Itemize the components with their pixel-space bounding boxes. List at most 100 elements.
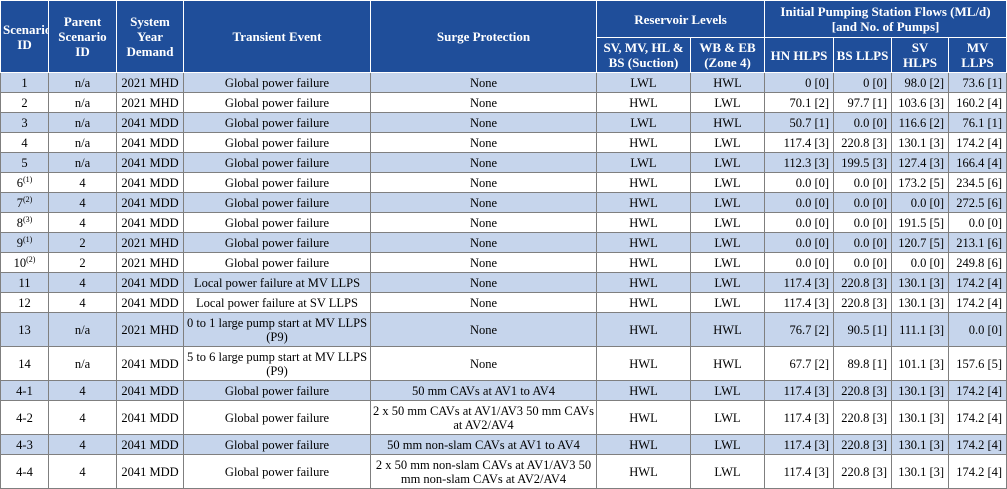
cell-mv-flow: 0.0 [0] [948, 212, 1007, 233]
cell-scenario-id: 11 [0, 272, 49, 293]
cell-parent-id: 4 [48, 172, 117, 193]
cell-surge-protection: 2 x 50 mm CAVs at AV1/AV3 50 mm CAVs at … [370, 400, 597, 435]
cell-scenario-id: 4 [0, 132, 49, 153]
table-row: 13 n/a 2021 MHD 0 to 1 large pump start at … [0, 312, 1007, 347]
header-pumping-flows: Initial Pumping Station Flows (ML/d) [an… [764, 0, 1007, 38]
scenario-id-text: 13 [18, 322, 31, 337]
cell-bs-flow: 220.8 [3] [833, 434, 893, 455]
cell-scenario-id: 1 [0, 72, 49, 93]
cell-mv-flow: 76.1 [1] [948, 112, 1007, 133]
cell-mv-flow: 174.2 [4] [948, 380, 1007, 401]
cell-surge-protection: None [370, 132, 597, 153]
footnote-marker: (2) [26, 254, 36, 264]
table-row: 7(2) 4 2041 MDD Global power failure None HWL… [0, 192, 1007, 213]
cell-transient-event: Local power failure at SV LLPS [183, 292, 371, 313]
cell-bs-flow: 220.8 [3] [833, 400, 893, 435]
cell-res-suction: HWL [596, 454, 691, 489]
cell-res-zone4: LWL [689, 252, 766, 273]
cell-mv-flow: 174.2 [4] [948, 292, 1007, 313]
cell-hn-flow: 50.7 [1] [764, 112, 835, 133]
cell-hn-flow: 117.4 [3] [764, 132, 835, 153]
scenario-id-text: 5 [21, 155, 28, 170]
scenario-id-text: 6 [16, 175, 23, 190]
cell-hn-flow: 67.7 [2] [764, 346, 835, 381]
header-res-zone4: WB & EB (Zone 4) [689, 37, 766, 73]
header-scenario-id: Scenario ID [0, 0, 49, 73]
cell-scenario-id: 9(1) [0, 232, 49, 253]
scenario-id-text: 10 [13, 255, 27, 270]
cell-res-suction: HWL [596, 172, 691, 193]
cell-parent-id: n/a [48, 132, 117, 153]
cell-bs-flow: 0.0 [0] [833, 232, 893, 253]
cell-scenario-id: 12 [0, 292, 49, 313]
cell-res-suction: HWL [596, 92, 691, 113]
cell-scenario-id: 10(2) [0, 252, 49, 273]
cell-scenario-id: 5 [0, 152, 49, 173]
cell-transient-event: Global power failure [183, 92, 371, 113]
cell-demand: 2041 MDD [116, 112, 184, 133]
cell-res-zone4: HWL [689, 346, 766, 381]
cell-mv-flow: 174.2 [4] [948, 272, 1007, 293]
cell-demand: 2041 MDD [116, 152, 184, 173]
cell-hn-flow: 0.0 [0] [764, 252, 835, 273]
cell-transient-event: Global power failure [183, 252, 371, 273]
cell-bs-flow: 0.0 [0] [833, 252, 893, 273]
table-row: 1 n/a 2021 MHD Global power failure None LWL H… [0, 72, 1007, 93]
cell-bs-flow: 90.5 [1] [833, 312, 893, 347]
table-row: 4 n/a 2041 MDD Global power failure None HWL L… [0, 132, 1007, 153]
table-row: 4-1 4 2041 MDD Global power failure 50 mm CA… [0, 380, 1007, 401]
cell-surge-protection: None [370, 272, 597, 293]
cell-hn-flow: 112.3 [3] [764, 152, 835, 173]
cell-surge-protection: None [370, 172, 597, 193]
cell-demand: 2041 MDD [116, 192, 184, 213]
cell-res-zone4: LWL [689, 400, 766, 435]
cell-res-zone4: HWL [689, 312, 766, 347]
cell-res-zone4: LWL [689, 380, 766, 401]
cell-hn-flow: 117.4 [3] [764, 400, 835, 435]
cell-transient-event: 5 to 6 large pump start at MV LLPS (P9) [183, 346, 371, 381]
cell-surge-protection: 2 x 50 mm non-slam CAVs at AV1/AV3 50 mm… [370, 454, 597, 489]
cell-demand: 2041 MDD [116, 212, 184, 233]
scenario-id-text: 14 [18, 356, 31, 371]
cell-transient-event: Global power failure [183, 454, 371, 489]
cell-res-suction: LWL [596, 112, 691, 133]
table-body: 1 n/a 2021 MHD Global power failure None LWL H… [0, 72, 1007, 489]
cell-bs-flow: 0.0 [0] [833, 212, 893, 233]
cell-scenario-id: 8(3) [0, 212, 49, 233]
cell-res-zone4: HWL [689, 112, 766, 133]
scenario-id-text: 4-3 [16, 437, 33, 452]
cell-scenario-id: 2 [0, 92, 49, 113]
cell-surge-protection: None [370, 292, 597, 313]
cell-transient-event: 0 to 1 large pump start at MV LLPS (P9) [183, 312, 371, 347]
cell-res-zone4: LWL [689, 232, 766, 253]
cell-sv-flow: 173.2 [5] [891, 172, 950, 193]
scenario-id-text: 4-2 [16, 410, 33, 425]
cell-hn-flow: 117.4 [3] [764, 454, 835, 489]
cell-bs-flow: 220.8 [3] [833, 292, 893, 313]
cell-mv-flow: 0.0 [0] [948, 312, 1007, 347]
cell-demand: 2041 MDD [116, 272, 184, 293]
table-row: 8(3) 4 2041 MDD Global power failure None HWL… [0, 212, 1007, 233]
cell-res-zone4: LWL [689, 454, 766, 489]
cell-surge-protection: None [370, 72, 597, 93]
cell-bs-flow: 0 [0] [833, 72, 893, 93]
cell-res-zone4: LWL [689, 212, 766, 233]
cell-surge-protection: None [370, 92, 597, 113]
cell-sv-flow: 103.6 [3] [891, 92, 950, 113]
cell-res-suction: HWL [596, 312, 691, 347]
cell-parent-id: 4 [48, 192, 117, 213]
scenario-id-text: 3 [21, 115, 28, 130]
cell-surge-protection: None [370, 252, 597, 273]
table-row: 4-4 4 2041 MDD Global power failure 2 x 50 m… [0, 454, 1007, 489]
cell-transient-event: Global power failure [183, 152, 371, 173]
cell-mv-flow: 73.6 [1] [948, 72, 1007, 93]
cell-transient-event: Global power failure [183, 172, 371, 193]
cell-res-suction: LWL [596, 152, 691, 173]
scenario-id-text: 11 [18, 275, 31, 290]
cell-transient-event: Global power failure [183, 232, 371, 253]
cell-res-zone4: LWL [689, 92, 766, 113]
cell-surge-protection: None [370, 112, 597, 133]
header-parent-id: Parent Scenario ID [48, 0, 117, 73]
cell-mv-flow: 272.5 [6] [948, 192, 1007, 213]
